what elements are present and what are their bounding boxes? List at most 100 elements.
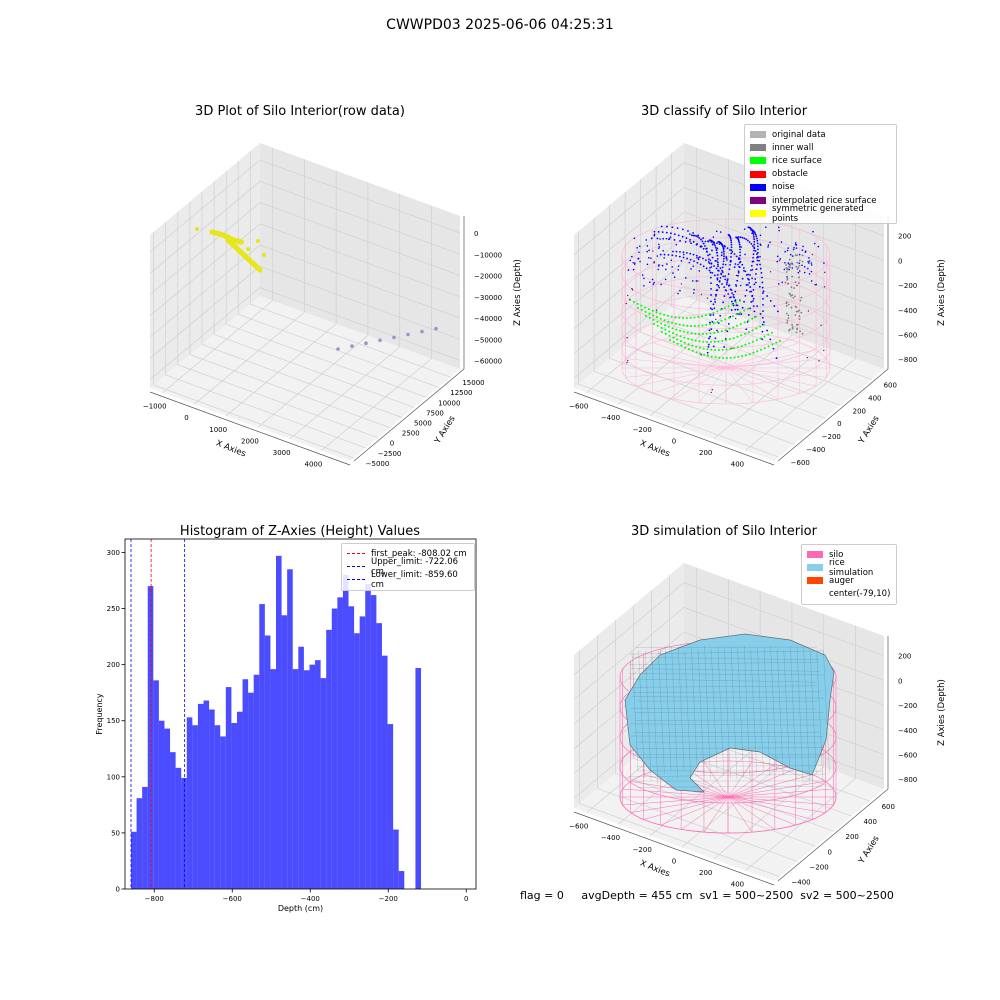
- cls-point-rice: [687, 337, 690, 340]
- cls-point-rice: [685, 316, 688, 319]
- cls-point-noise: [633, 262, 636, 265]
- cls-point-rice: [747, 307, 749, 310]
- cls-point-noise: [693, 260, 695, 263]
- sim-mesh-line: [631, 685, 817, 688]
- cls-point-noise: [715, 289, 718, 292]
- hist-bar: [170, 752, 176, 889]
- cls-point-noise: [783, 268, 786, 271]
- raw-point-yellow: [257, 267, 263, 273]
- cls-point-noise: [808, 260, 811, 262]
- raw-y-tick-label: 5000: [414, 420, 432, 428]
- cls-point-wall: [788, 265, 790, 268]
- sim-mesh-line: [632, 657, 819, 660]
- cls-point-rice: [733, 347, 736, 350]
- hist-bar: [209, 709, 215, 889]
- cls-point-noise: [663, 253, 666, 256]
- cls-point-noise: [762, 292, 764, 294]
- cls-point-noise: [660, 283, 662, 286]
- cls-point-noise: [697, 257, 700, 259]
- sim-silo-base-spoke: [727, 768, 796, 798]
- cls-point-rice: [694, 332, 697, 335]
- cls-point-rice: [661, 331, 663, 333]
- cls-point-rice: [647, 308, 650, 311]
- cls-point-noise: [772, 347, 775, 350]
- cls-point-noise: [672, 250, 674, 253]
- cls-point-rice: [755, 327, 758, 330]
- sim-mesh-line: [645, 650, 652, 781]
- cls-point-interpolated: [655, 309, 658, 311]
- cls-point-noise: [721, 266, 724, 269]
- cls-point-rice: [736, 324, 739, 327]
- cls-point-noise: [753, 240, 756, 243]
- cls-point-noise: [739, 251, 742, 254]
- cls-point-noise: [672, 272, 674, 274]
- sim-y-tick-label: −200: [809, 863, 828, 871]
- cls-point-noise: [702, 242, 705, 245]
- sim-y-tick-label: −400: [791, 878, 810, 886]
- cls-point-rice: [713, 331, 716, 334]
- cls-point-noise: [712, 236, 715, 238]
- cls-point-noise: [752, 234, 755, 236]
- sim-mesh-line: [763, 648, 771, 777]
- cls-point-noise: [648, 256, 650, 259]
- cls-point-wall: [784, 281, 787, 284]
- raw-grid-y: [237, 161, 439, 388]
- hist-bar: [231, 722, 237, 889]
- cls-point-rice: [771, 331, 773, 334]
- cls-point-interpolated: [631, 289, 634, 291]
- cls-point-wall: [794, 281, 797, 284]
- cls-point-wall: [786, 319, 789, 322]
- cls-point-noise: [719, 314, 722, 317]
- cls-point-noise: [714, 244, 717, 247]
- sim-mesh-line: [823, 649, 830, 773]
- cls-z-tick-label: −600: [898, 331, 917, 339]
- cls-point-rice: [724, 318, 727, 321]
- cls-point-noise: [638, 245, 641, 247]
- cls-point-noise: [742, 267, 745, 269]
- raw-point-yellow: [262, 253, 266, 257]
- cls-silo-base-spoke: [725, 342, 800, 369]
- cls-silo-base-spoke: [673, 336, 727, 369]
- cls-point-noise: [727, 293, 730, 295]
- cls-point-rice: [690, 338, 693, 341]
- cls-point-interpolated: [787, 283, 789, 285]
- raw-y-tick-label: 2500: [402, 430, 420, 438]
- cls-point-rice: [706, 348, 709, 351]
- cls-point-noise: [671, 254, 674, 257]
- cls-point-noise: [689, 233, 691, 235]
- cls-point-noise: [657, 230, 660, 233]
- cls-point-rice: [740, 345, 743, 348]
- cls-point-noise: [631, 255, 633, 258]
- raw-grid-x: [194, 159, 305, 405]
- hist-bar: [398, 871, 405, 889]
- cls-point-noise: [741, 306, 744, 309]
- cls-point-rice: [759, 325, 762, 328]
- cls-point-rice: [695, 345, 698, 348]
- sim-silo-base-spoke: [622, 788, 729, 798]
- sim-z-axis-label: Z Axies (Depth): [937, 679, 947, 746]
- cls-point-noise: [744, 253, 746, 256]
- cls-point-noise: [646, 245, 649, 247]
- cls-point-rice: [668, 334, 671, 337]
- raw-point-purple: [406, 332, 410, 337]
- hist-x-axis-label: Depth (cm): [278, 904, 323, 913]
- cls-point-rice: [672, 340, 675, 343]
- cls-point-noise: [775, 357, 778, 360]
- cls-silo-base-spoke: [635, 349, 727, 369]
- cls-point-rice: [767, 333, 770, 336]
- cls-point-wall: [787, 268, 789, 271]
- sim-mesh-line: [671, 646, 678, 779]
- sim-silo-base-spoke: [703, 761, 729, 798]
- cls-y-tick-label: −200: [822, 433, 841, 441]
- legend-label: rice surface: [772, 155, 822, 166]
- sim-mesh-line: [631, 652, 639, 771]
- hist-y-tick-label: 250: [107, 605, 120, 613]
- cls-point-noise: [659, 238, 661, 240]
- cls-point-rice: [637, 307, 639, 309]
- raw-floor-pane: [150, 296, 460, 461]
- cls-point-interpolated: [820, 324, 822, 326]
- hist-x-tick-label: −600: [223, 895, 242, 903]
- cls-point-noise: [726, 281, 728, 284]
- cls-point-noise: [730, 256, 732, 258]
- cls-point-noise: [721, 244, 724, 247]
